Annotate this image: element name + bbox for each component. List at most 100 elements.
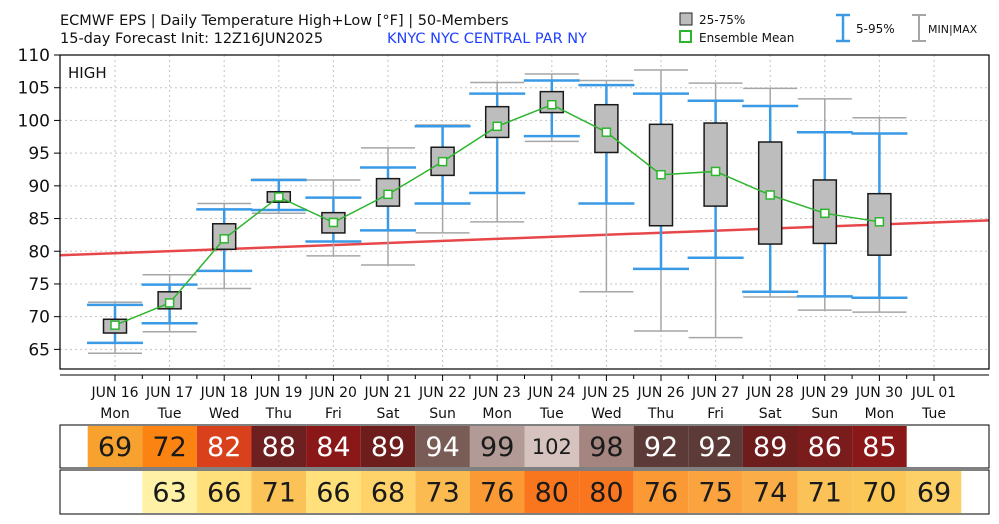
high-temp-value: 84 [316, 432, 350, 463]
y-tick-label: 70 [28, 308, 50, 328]
high-temp-value: 102 [532, 435, 572, 459]
day-distribution [469, 81, 526, 223]
ensemble-mean-point [656, 169, 666, 180]
low-temp-cell [797, 471, 853, 513]
x-tick-label-date: JUN 28 [746, 385, 794, 401]
high-table-border [59, 424, 990, 469]
panel-label: HIGH [68, 64, 107, 82]
ensemble-mean-point [437, 156, 448, 167]
low-temp-value: 80 [589, 478, 623, 509]
low-temp-value: 66 [207, 478, 241, 509]
low-temp-value: 69 [917, 478, 951, 509]
plot-border [59, 54, 990, 370]
ensemble-mean-point [874, 217, 885, 227]
x-tick-label-dow: Mon [865, 406, 895, 422]
low-temp-cell [415, 471, 470, 513]
x-tick-label-dow: Sat [377, 406, 400, 422]
high-temp-value: 88 [262, 432, 296, 463]
x-axis: JUN 16 Mon JUN 17 Tue JUN 18 Wed JUN 19 Thu JUN … [90, 375, 956, 422]
low-temp-value: 71 [808, 478, 842, 509]
x-tick-label-date: JUN 18 [200, 385, 248, 401]
high-temp-cell [797, 426, 853, 467]
low-temp-cell [469, 471, 525, 513]
high-temp-cell [142, 426, 197, 467]
high-temp-value: 89 [753, 432, 787, 463]
station-label: KNYC NYC CENTRAL PAR NY [387, 31, 587, 47]
high-temp-cell [415, 426, 470, 467]
x-tick-label-date: JUN 25 [582, 385, 630, 401]
low-temp-value: 73 [425, 478, 459, 509]
x-tick-label-dow: Wed [209, 406, 240, 422]
normal-temperature-line [59, 219, 990, 257]
x-tick-label-dow: Mon [100, 406, 130, 422]
low-temp-value: 74 [753, 478, 787, 509]
x-tick-label-date: JUN 23 [473, 385, 521, 401]
high-temp-value: 99 [480, 432, 514, 463]
day-distribution [360, 147, 416, 266]
x-tick-label-date: JUN 20 [309, 385, 357, 401]
y-tick-label: 100 [18, 111, 50, 131]
high-temp-cell [524, 426, 580, 467]
high-temp-value: 85 [862, 432, 896, 463]
ensemble-mean-point [547, 99, 557, 110]
x-tick-label-dow: Sun [429, 406, 456, 422]
x-tick-label-date: JUN 17 [145, 385, 193, 401]
legend-mean-swatch [679, 30, 692, 43]
x-tick-label-date: JUN 22 [418, 385, 466, 401]
y-tick-label: 85 [28, 210, 50, 230]
low-temp-cell [306, 471, 361, 513]
legend-minmax-icon [912, 14, 926, 42]
low-temp-cell [142, 471, 197, 513]
x-tick-label-date: JUN 30 [855, 385, 903, 401]
high-temp-value: 72 [152, 432, 186, 463]
y-axis: 65 70 75 80 85 90 95 100 105 110 [18, 46, 60, 360]
normal-line-layer [59, 219, 990, 257]
low-table-border [59, 469, 990, 515]
low-temp-value: 76 [644, 478, 678, 509]
low-temp-cell [633, 471, 689, 513]
ensemble-mean-point [492, 121, 502, 132]
low-temp-cell [360, 471, 416, 513]
high-temp-cell [251, 426, 307, 467]
x-tick-label-date: JUN 24 [527, 385, 575, 401]
mean-layer [110, 99, 885, 330]
high-temp-cell [360, 426, 416, 467]
x-tick-label-dow: Fri [707, 406, 724, 422]
day-distribution [796, 98, 853, 311]
forecast-init: 15-day Forecast Init: 12Z16JUN2025 [60, 31, 323, 47]
y-tick-label: 80 [28, 242, 50, 262]
grid [60, 54, 989, 369]
x-tick-label-dow: Wed [591, 406, 622, 422]
x-tick-label-date: JUN 29 [800, 385, 848, 401]
high-temp-value: 89 [371, 432, 405, 463]
x-tick-label-date: JUL 01 [911, 385, 956, 401]
x-tick-label-dow: Tue [539, 406, 564, 422]
legend-box-swatch [679, 12, 693, 26]
high-temp-cell [579, 426, 634, 467]
y-tick-label: 105 [18, 79, 50, 99]
ensemble-mean-point [710, 166, 721, 177]
low-temp-cell [742, 471, 798, 513]
high-temp-value: 69 [98, 432, 132, 463]
legend-whisker-label: 5-95% [856, 22, 895, 36]
x-tick-label-date: JUN 19 [254, 385, 302, 401]
x-tick-label-dow: Tue [921, 406, 946, 422]
chart-title: ECMWF EPS | Daily Temperature High+Low [… [60, 13, 509, 29]
x-tick-label-dow: Thu [265, 406, 292, 422]
legend-whisker-icon [836, 13, 850, 43]
day-distribution [687, 82, 744, 339]
low-temp-value: 71 [262, 478, 296, 509]
ensemble-mean-point [383, 189, 393, 200]
day-distribution [196, 202, 253, 290]
low-temp-value: 76 [480, 478, 514, 509]
high-temp-cell [306, 426, 361, 467]
low-temp-cell [852, 471, 907, 513]
high-temp-value: 82 [207, 432, 241, 463]
high-temp-cell [742, 426, 798, 467]
low-temp-cell [579, 471, 634, 513]
x-tick-label-dow: Sat [759, 406, 782, 422]
y-tick-label: 90 [28, 177, 50, 197]
low-temp-value: 80 [535, 478, 569, 509]
high-temp-cell [852, 426, 907, 467]
